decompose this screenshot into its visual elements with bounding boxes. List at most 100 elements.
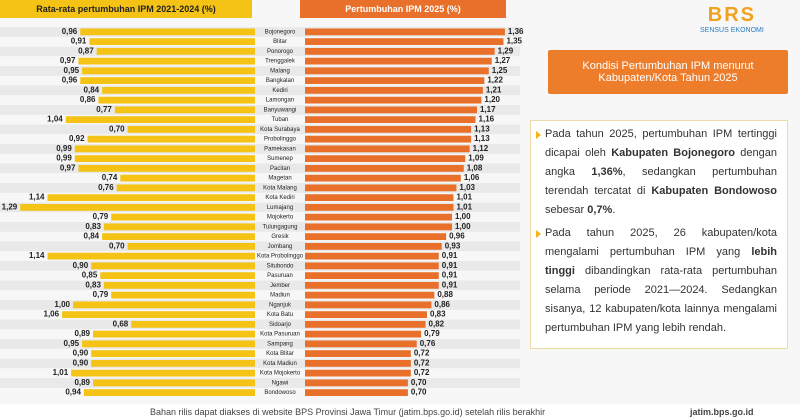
category-label: Kota Malang — [263, 185, 297, 191]
value-label: 0,91 — [71, 37, 87, 46]
bar — [305, 135, 472, 143]
bar — [127, 242, 255, 250]
category-label: Kota Surabaya — [260, 127, 300, 133]
category-label: Sumenep — [267, 156, 293, 162]
panel-title: Kondisi Pertumbuhan IPM menurut Kabupate… — [548, 50, 788, 94]
category-label: Sampang — [267, 341, 293, 347]
category-label: Malang — [270, 68, 290, 74]
bar — [116, 184, 256, 192]
bar — [20, 203, 255, 211]
bar — [93, 379, 256, 387]
paragraph: Pada tahun 2025, pertumbuhan IPM terting… — [536, 125, 778, 220]
bar — [103, 281, 255, 289]
category-label: Pasuruan — [267, 273, 293, 279]
logo: BRS SENSUS EKONOMI — [700, 4, 764, 34]
bar — [305, 194, 454, 202]
text-segment: 1,36% — [591, 166, 623, 178]
bar — [100, 272, 255, 280]
value-label: 0,86 — [80, 95, 96, 104]
row-stripe — [0, 378, 520, 388]
value-label: 1,01 — [53, 368, 69, 377]
text-segment: dengan angka — [545, 147, 778, 178]
bar — [91, 262, 255, 270]
bar — [305, 389, 408, 397]
category-label: Ponorogo — [267, 49, 294, 55]
value-label: 1,08 — [467, 163, 483, 172]
bar — [305, 320, 426, 328]
category-label: Lamongan — [266, 98, 294, 104]
value-label: 0,70 — [411, 388, 427, 397]
series-title: Pertumbuhan IPM 2025 (%) — [345, 4, 461, 14]
value-label: 0,79 — [93, 290, 109, 299]
value-label: 1,17 — [480, 105, 496, 114]
text-segment: Kabupaten Bojonegoro — [611, 147, 736, 159]
text-segment: . — [612, 204, 616, 216]
bar — [305, 164, 464, 172]
paragraph: Pada tahun 2025, 26 kabupaten/kota menga… — [536, 224, 777, 338]
bar — [305, 350, 411, 358]
bar — [120, 174, 255, 182]
category-label: Ngawi — [272, 380, 289, 386]
value-label: 1,06 — [44, 310, 60, 319]
bar — [127, 125, 255, 133]
bar — [74, 145, 255, 153]
value-label: 0,95 — [64, 66, 80, 75]
bar — [305, 223, 452, 231]
value-label: 1,00 — [54, 300, 70, 309]
bar — [305, 311, 428, 319]
category-label: Kota Kediri — [265, 195, 294, 201]
text-segment: Pada tahun 2025, 26 kabupaten/kota menga… — [545, 227, 777, 258]
category-label: Sidoarjo — [269, 322, 292, 328]
value-label: 1,03 — [459, 183, 475, 192]
bar — [83, 389, 255, 397]
category-label: Lumajang — [267, 205, 293, 211]
bar — [62, 311, 255, 319]
value-label: 0,89 — [74, 378, 90, 387]
text-segment: sebesar — [545, 204, 588, 216]
bar — [305, 47, 495, 55]
value-label: 1,25 — [492, 66, 508, 75]
text-segment: Pada tahun 2025, pertumbuhan IPM terting… — [545, 128, 777, 159]
value-label: 0,86 — [434, 300, 450, 309]
bar — [47, 194, 255, 202]
series-title: Rata-rata pertumbuhan IPM 2021-2024 (%) — [36, 4, 216, 14]
value-label: 0,96 — [449, 232, 465, 241]
value-label: 1,09 — [468, 154, 484, 163]
bar — [305, 340, 417, 348]
bar — [305, 379, 408, 387]
value-label: 0,83 — [85, 280, 101, 289]
bar — [305, 369, 411, 377]
category-label: Tulungagung — [263, 224, 298, 230]
value-label: 0,91 — [442, 251, 458, 260]
row-stripe — [0, 144, 520, 154]
value-label: 0,79 — [93, 212, 109, 221]
value-label: 1,06 — [464, 173, 480, 182]
category-label: Gresik — [271, 234, 289, 240]
value-label: 0,70 — [109, 124, 125, 133]
category-label: Jember — [270, 283, 290, 289]
value-label: 0,96 — [62, 76, 78, 85]
row-stripe — [0, 358, 520, 369]
footer-note: Bahan rilis dapat diakses di website BPS… — [150, 407, 546, 417]
value-label: 0,92 — [69, 134, 85, 143]
value-label: 0,76 — [420, 339, 436, 348]
value-label: 1,13 — [474, 134, 490, 143]
value-label: 0,72 — [414, 368, 430, 377]
category-label: Pamekasan — [264, 146, 296, 152]
bar — [93, 330, 256, 338]
bar — [305, 203, 454, 211]
footer: Bahan rilis dapat diakses di website BPS… — [0, 404, 800, 420]
value-label: 0,99 — [56, 154, 72, 163]
value-label: 1,00 — [455, 212, 471, 221]
value-label: 0,90 — [73, 349, 89, 358]
bar — [305, 184, 457, 192]
row-stripe — [0, 163, 520, 174]
value-label: 1,27 — [495, 56, 511, 65]
bar — [89, 38, 255, 46]
category-label: Kota Pasuruan — [260, 332, 300, 338]
logo-subtitle: SENSUS EKONOMI — [700, 27, 764, 34]
value-label: 0,76 — [98, 183, 114, 192]
bar — [305, 116, 476, 124]
bar — [305, 291, 435, 299]
